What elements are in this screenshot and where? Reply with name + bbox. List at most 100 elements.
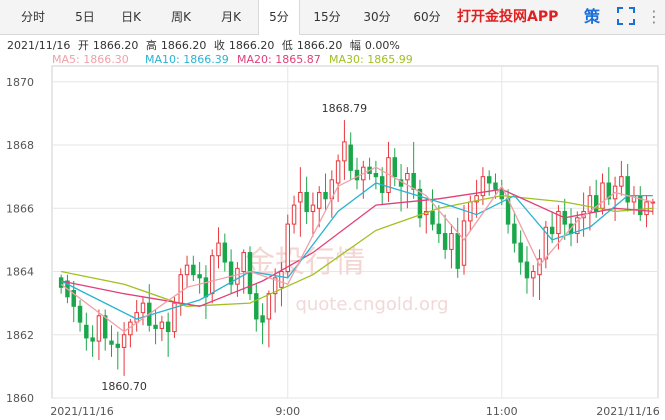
candle-body [159, 321, 165, 329]
candle-body [518, 242, 523, 263]
candle-body [109, 340, 114, 345]
candle-body [216, 242, 221, 257]
candle-body [348, 144, 353, 171]
tab-8[interactable]: 60分 [413, 10, 441, 24]
candle-body [430, 210, 435, 225]
tab-5[interactable]: 5分 [258, 0, 300, 35]
candle-body [606, 182, 612, 200]
info-low-label: 低 [281, 39, 293, 52]
ma30-line [60, 194, 653, 307]
y-tick-label: 1870 [6, 76, 34, 89]
candle-body [480, 176, 486, 197]
tab-7[interactable]: 30分 [363, 10, 391, 24]
candle-body [531, 271, 536, 279]
ma5-line [60, 166, 654, 333]
candle-body [612, 185, 618, 200]
candle-body [222, 242, 228, 263]
info-high: 1866.20 [160, 39, 207, 52]
candle-body [650, 201, 656, 204]
candle-body [386, 157, 391, 193]
tab-4[interactable]: 月K [221, 10, 241, 24]
tab-0[interactable]: 分时 [20, 10, 45, 24]
candle-body [228, 261, 234, 285]
x-tick-label: 2021/11/16 [50, 405, 113, 418]
candle-body [140, 302, 146, 314]
candle-body [449, 233, 454, 250]
period-tab-bar: 分时 5日 日K 周K 月K 5分 15分 30分 60分 [0, 0, 665, 35]
candle-body [417, 188, 423, 219]
tab-2[interactable]: 日K [121, 10, 141, 24]
info-close-label: 收 [213, 39, 225, 52]
candle-body [537, 258, 542, 276]
candle-body [593, 195, 599, 212]
candle-body [512, 223, 517, 244]
candle-body [335, 160, 341, 184]
info-change: 0.00% [364, 39, 400, 52]
tab-3[interactable]: 周K [171, 10, 191, 24]
candle-body [310, 204, 316, 212]
more-icon[interactable]: ⋮ [646, 7, 662, 26]
candle-body [499, 188, 505, 200]
y-tick-label: 1860 [6, 392, 34, 405]
candle-body [342, 141, 347, 162]
candle-body [128, 321, 133, 336]
ma20-line [60, 188, 653, 307]
candle-body [209, 255, 215, 295]
candle-body [398, 179, 404, 187]
info-change-label: 幅 [349, 39, 361, 52]
candle-body [323, 191, 328, 200]
fullscreen-icon[interactable] [616, 6, 636, 26]
candle-body [411, 173, 416, 190]
candle-body [102, 315, 108, 339]
candle-body [197, 274, 202, 279]
tab-6[interactable]: 15分 [313, 10, 341, 24]
candle-body [65, 280, 70, 298]
candle-body [631, 195, 637, 203]
candle-body [361, 166, 366, 181]
candle-body [147, 302, 152, 326]
x-tick-label: 2021/11/16 [596, 405, 659, 418]
candle-body [266, 293, 272, 320]
info-open-label: 开 [77, 39, 89, 52]
candle-body [461, 220, 467, 266]
y-tick-label: 1866 [6, 202, 34, 215]
candle-body [638, 195, 643, 216]
candle-body [260, 315, 265, 323]
watermark-url: quote.cngold.org [295, 294, 448, 315]
candle-body [304, 191, 309, 212]
candle-body [84, 324, 89, 339]
open-app-link[interactable]: 打开金投网APP [457, 9, 559, 25]
candle-body [619, 176, 624, 187]
candle-body [442, 233, 448, 250]
ma10-line [60, 182, 653, 320]
x-tick-label: 11:00 [486, 405, 518, 418]
candle-body [379, 176, 385, 193]
candle-body [436, 223, 442, 235]
candle-body [474, 195, 479, 203]
candle-body [77, 305, 83, 323]
candle-body [71, 289, 76, 307]
candle-body [90, 337, 95, 342]
candle-body [524, 261, 530, 279]
candle-body [247, 252, 253, 295]
candle-body [291, 204, 297, 225]
legend-ma10: MA10: 1866.39 [145, 53, 229, 66]
strategy-icon[interactable]: 策 [584, 7, 601, 26]
info-high-label: 高 [145, 39, 157, 52]
candle-body [254, 293, 259, 320]
tab-1[interactable]: 5日 [75, 10, 95, 24]
candle-body [203, 277, 209, 298]
high-label: 1868.79 [322, 102, 368, 115]
candle-body [367, 166, 372, 175]
candle-body [543, 226, 549, 260]
info-date: 2021/11/16 [7, 39, 71, 52]
candle-body [455, 233, 460, 269]
candle-body [298, 191, 303, 203]
candle-body [405, 173, 410, 181]
candle-body [581, 210, 586, 219]
y-tick-label: 1864 [6, 266, 34, 279]
candle-body [354, 169, 360, 181]
candle-body [165, 321, 171, 333]
candle-body [184, 264, 190, 276]
